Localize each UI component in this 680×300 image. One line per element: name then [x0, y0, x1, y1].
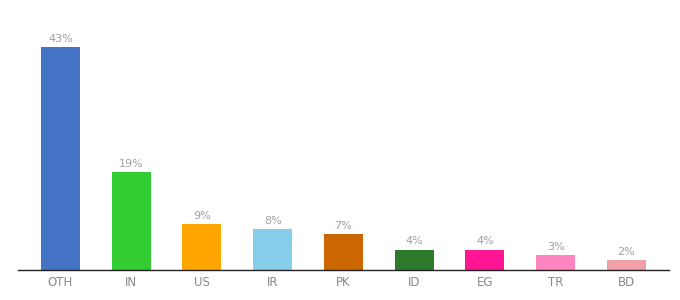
Text: 4%: 4% — [476, 236, 494, 247]
Text: 8%: 8% — [264, 216, 282, 226]
Text: 2%: 2% — [617, 247, 635, 257]
Bar — [182, 224, 222, 270]
Bar — [324, 234, 363, 270]
Bar — [465, 250, 505, 270]
Bar — [537, 255, 575, 270]
Text: 3%: 3% — [547, 242, 564, 252]
Text: 43%: 43% — [48, 34, 73, 44]
Bar — [112, 172, 150, 270]
Text: 19%: 19% — [119, 159, 143, 169]
Bar — [253, 229, 292, 270]
Text: 7%: 7% — [335, 221, 352, 231]
Text: 9%: 9% — [193, 211, 211, 220]
Bar — [607, 260, 646, 270]
Bar — [394, 250, 434, 270]
Text: 4%: 4% — [405, 236, 423, 247]
Bar — [41, 47, 80, 270]
